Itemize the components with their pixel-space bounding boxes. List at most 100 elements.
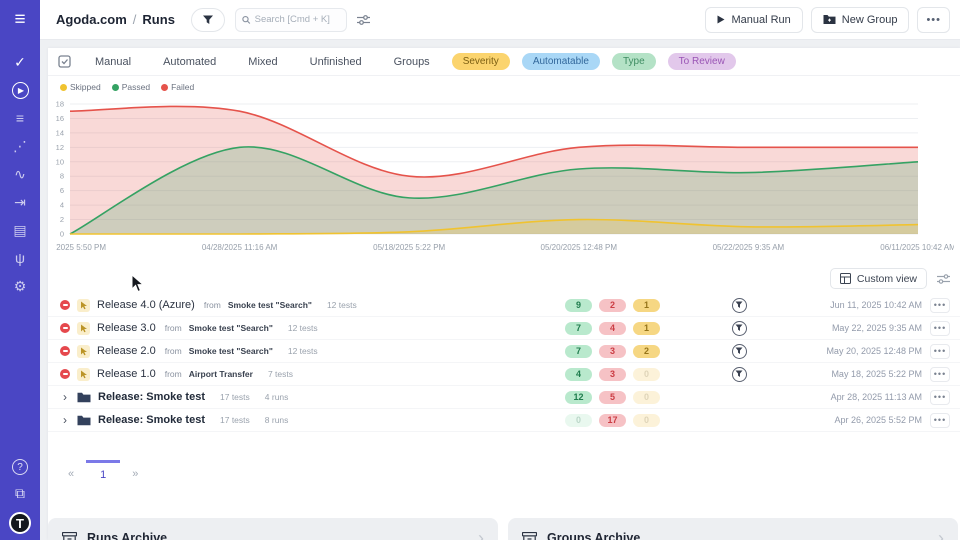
row-more-button[interactable]: •••: [930, 412, 950, 428]
failed-status-icon: [60, 346, 70, 356]
row-more-button[interactable]: •••: [930, 297, 950, 313]
pagination-page-1[interactable]: 1: [86, 460, 121, 481]
groups-archive-card[interactable]: Groups Archive ›: [508, 518, 958, 540]
run-tests-count: 7 tests: [267, 369, 294, 379]
run-date: May 22, 2025 9:35 AM: [831, 323, 922, 333]
folder-glyph: [77, 415, 91, 425]
passed-count-badge: 9: [565, 298, 592, 312]
run-date: Apr 28, 2025 11:13 AM: [830, 392, 922, 402]
run-tests-count: 12 tests: [326, 300, 357, 310]
row-more-button[interactable]: •••: [930, 343, 950, 359]
run-row[interactable]: Release 2.0 from Smoke test "Search" 12 tes…: [48, 340, 960, 363]
row-more-button[interactable]: •••: [930, 389, 950, 405]
archive-icon: [522, 531, 537, 540]
failed-status-icon: [60, 323, 70, 333]
run-row[interactable]: Release 4.0 (Azure) from Smoke test "Searc…: [48, 294, 960, 317]
run-date: Apr 26, 2025 5:52 PM: [834, 415, 922, 425]
manual-run-type-icon: [77, 298, 90, 312]
milestones-steps-icon[interactable]: ⋰: [13, 137, 27, 154]
row-more-button[interactable]: •••: [930, 320, 950, 336]
tab-groups[interactable]: Groups: [393, 55, 430, 68]
x-tick-label: 04/26/2025 5:50 PM: [56, 243, 106, 252]
run-from-label: from: [164, 346, 182, 356]
tab-unfinished[interactable]: Unfinished: [309, 55, 362, 68]
filter-pill-to-review[interactable]: To Review: [667, 53, 736, 70]
filter-pill-type[interactable]: Type: [611, 53, 656, 70]
runs-play-icon[interactable]: ▶: [6, 76, 34, 104]
series-line-failed: [69, 105, 918, 178]
manual-run-button[interactable]: Manual Run: [705, 6, 803, 33]
app-logo[interactable]: T: [9, 512, 31, 534]
tab-mixed[interactable]: Mixed: [248, 55, 278, 68]
run-row[interactable]: Release 1.0 from Airport Transfer 7 tests 4 3…: [48, 363, 960, 386]
filter-pill-automatable[interactable]: Automatable: [521, 53, 600, 70]
run-filter-icon[interactable]: [731, 297, 747, 313]
sliders-icon[interactable]: [356, 14, 370, 26]
run-row-main: Release 4.0 (Azure) from Smoke test "Searc…: [60, 298, 565, 312]
header-more-button[interactable]: •••: [917, 6, 950, 33]
series-line-skipped: [70, 218, 919, 235]
x-tick-label: 05/18/2025 5:22 PM: [373, 243, 445, 252]
view-sliders-icon[interactable]: [937, 273, 950, 285]
tests-check-icon[interactable]: ✓: [14, 53, 26, 70]
run-source: Smoke test "Search": [227, 300, 312, 310]
row-more-button[interactable]: •••: [930, 366, 950, 382]
docs-icon[interactable]: ⧉: [15, 485, 25, 501]
settings-gear-icon[interactable]: ⚙: [13, 277, 27, 294]
x-tick-label: 05/20/2025 12:48 PM: [541, 243, 618, 252]
funnel-glyph: [735, 370, 743, 377]
y-tick-label: 4: [60, 201, 64, 210]
sidebar: ≡ ✓ ▶ ≡ ⋰ ∿ ⇥ ▤ ψ ⚙ ? ⧉ T: [0, 0, 40, 540]
run-filter-icon[interactable]: [731, 343, 747, 359]
breadcrumb-project[interactable]: Agoda.com: [56, 12, 127, 27]
filter-button[interactable]: [190, 7, 225, 32]
tab-automated[interactable]: Automated: [163, 55, 217, 68]
play-icon: [717, 15, 725, 24]
new-group-button[interactable]: New Group: [810, 6, 910, 33]
run-filter-icon[interactable]: [731, 320, 747, 336]
search-input[interactable]: [254, 14, 340, 25]
failed-count-badge: 3: [599, 367, 626, 381]
run-date: May 18, 2025 5:22 PM: [831, 369, 922, 379]
group-row[interactable]: › Release: Smoke test 17 tests 8 runs 0 17 0 Ap…: [48, 409, 960, 432]
runs-board-icon[interactable]: [58, 55, 71, 68]
result-badges: 12 5 0: [565, 390, 683, 404]
filter-pill-severity[interactable]: Severity: [451, 53, 510, 70]
run-from-label: from: [203, 300, 221, 310]
manual-run-type-icon: [77, 321, 90, 335]
table-view-icon: [839, 273, 851, 284]
analytics-pulse-icon[interactable]: ∿: [14, 165, 26, 182]
custom-view-button[interactable]: Custom view: [829, 268, 927, 289]
tab-manual[interactable]: Manual: [95, 55, 132, 68]
run-date: Jun 11, 2025 10:42 AM: [830, 300, 922, 310]
group-row[interactable]: › Release: Smoke test 17 tests 4 runs 12 5 0 Ap…: [48, 386, 960, 409]
pagination-prev[interactable]: «: [68, 468, 75, 480]
failed-count-badge: 5: [599, 390, 626, 404]
runs-archive-card[interactable]: Runs Archive ›: [48, 518, 498, 540]
funnel-glyph: [735, 301, 743, 308]
expand-chevron-icon[interactable]: ›: [63, 413, 67, 427]
pointer-glyph: [80, 324, 87, 332]
legend-label: Skipped: [70, 82, 101, 92]
funnel-glyph: [735, 347, 743, 354]
import-icon[interactable]: ⇥: [14, 193, 26, 210]
skipped-count-badge: 1: [633, 298, 660, 312]
help-icon[interactable]: ?: [12, 459, 28, 475]
reports-chart-icon[interactable]: ▤: [13, 221, 27, 238]
test-plans-icon[interactable]: ≡: [15, 110, 25, 126]
run-row[interactable]: Release 3.0 from Smoke test "Search" 12 tes…: [48, 317, 960, 340]
pagination-next[interactable]: »: [132, 468, 139, 480]
run-tests-count: 12 tests: [287, 323, 318, 333]
expand-chevron-icon[interactable]: ›: [63, 390, 67, 404]
custom-view-label: Custom view: [856, 272, 917, 285]
manual-run-label: Manual Run: [731, 13, 791, 26]
legend-label: Passed: [121, 82, 151, 92]
skipped-count-badge: 2: [633, 344, 660, 358]
branch-icon[interactable]: ψ: [15, 250, 25, 266]
search-icon: [242, 15, 251, 24]
run-filter-icon[interactable]: [731, 366, 747, 382]
hamburger-menu-icon[interactable]: ≡: [14, 9, 26, 30]
